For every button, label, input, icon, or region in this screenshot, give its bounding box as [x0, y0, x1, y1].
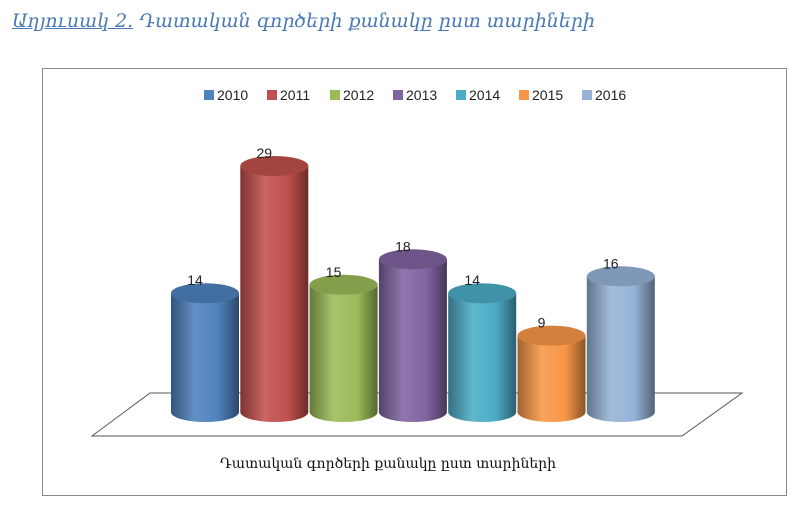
bar-body-2015	[517, 335, 586, 422]
legend-swatch-2010	[204, 90, 214, 100]
bar-top-2016	[586, 266, 655, 287]
bar-top-2013	[378, 249, 447, 270]
bar-2014: 14	[448, 272, 517, 422]
bar-body-2012	[309, 284, 378, 422]
legend-label-2012: 2012	[343, 87, 374, 103]
data-label-2010: 14	[187, 272, 203, 288]
legend-swatch-2012	[330, 90, 340, 100]
data-label-2012: 15	[326, 264, 342, 280]
legend: 2010 2011 2012 2013 2014 2015 2016	[204, 87, 626, 103]
legend-label-2016: 2016	[595, 87, 626, 103]
bar-body-2010	[171, 293, 239, 422]
data-label-2013: 18	[395, 238, 411, 254]
chart-heading: Աղյուսակ 2. Դատական գործերի քանակը ըստ տ…	[12, 10, 595, 32]
data-label-2014: 14	[464, 272, 480, 288]
data-label-2016: 16	[603, 255, 619, 271]
bar-2015: 9	[517, 315, 586, 422]
bar-2013: 18	[378, 238, 447, 422]
legend-swatch-2015	[519, 90, 529, 100]
x-axis-label: Դատական գործերի քանակը ըստ տարիների	[220, 456, 556, 472]
bar-top-2012	[309, 274, 378, 295]
legend-swatch-2014	[456, 90, 466, 100]
bars: 14 29 15 18 14 9 16	[171, 145, 655, 422]
data-label-2015: 9	[538, 315, 546, 331]
bar-top-2015	[517, 325, 586, 346]
legend-swatch-2011	[267, 90, 277, 100]
bar-2010: 14	[171, 272, 239, 422]
legend-swatch-2013	[393, 90, 403, 100]
bar-2012: 15	[309, 264, 378, 422]
bar-top-2014	[448, 283, 517, 304]
bar-2011: 29	[240, 145, 309, 422]
legend-label-2011: 2011	[280, 87, 310, 103]
bar-2016: 16	[586, 255, 655, 422]
bar-body-2016	[586, 276, 655, 422]
data-label-2011: 29	[257, 145, 273, 161]
bar-body-2013	[378, 259, 447, 422]
bar-body-2011	[240, 166, 309, 422]
bar-top-2010	[171, 283, 239, 304]
legend-label-2010: 2010	[217, 87, 248, 103]
legend-label-2014: 2014	[469, 87, 500, 103]
bar-top-2011	[240, 156, 309, 176]
legend-label-2013: 2013	[406, 87, 437, 103]
heading-rest: Դատական գործերի քանակը ըստ տարիների	[133, 10, 596, 32]
legend-label-2015: 2015	[532, 87, 563, 103]
legend-swatch-2016	[582, 90, 592, 100]
heading-lead: Աղյուսակ 2.	[12, 10, 134, 32]
bar-body-2014	[448, 293, 517, 422]
